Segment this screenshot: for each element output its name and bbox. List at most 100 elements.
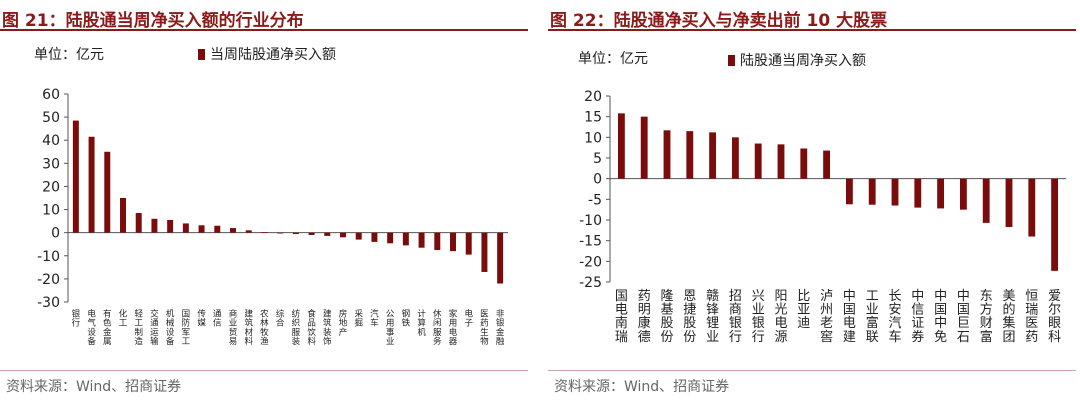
legend: 陆股通当周净买入额 bbox=[728, 50, 866, 70]
bar bbox=[402, 232, 409, 246]
bar bbox=[1028, 178, 1036, 237]
bar bbox=[497, 232, 504, 284]
bar bbox=[88, 136, 95, 233]
source-note: 资料来源：Wind、招商证券 bbox=[554, 379, 730, 395]
y-tick-label: 15 bbox=[584, 110, 602, 126]
y-tick-label: -20 bbox=[37, 272, 60, 288]
y-tick-label: 20 bbox=[42, 179, 60, 195]
category-label: 轻工制造 bbox=[134, 309, 143, 348]
bar bbox=[292, 232, 299, 235]
legend-swatch bbox=[728, 55, 735, 66]
bar bbox=[387, 232, 394, 244]
bar bbox=[845, 178, 853, 205]
bar bbox=[135, 213, 142, 233]
y-tick-label: 60 bbox=[42, 87, 60, 103]
bar bbox=[308, 232, 315, 235]
y-tick-label: -5 bbox=[588, 192, 602, 208]
bar bbox=[823, 150, 831, 179]
category-label: 招商银行 bbox=[729, 289, 742, 345]
y-tick-label: 5 bbox=[593, 151, 602, 167]
bar bbox=[182, 223, 189, 233]
source-divider bbox=[548, 370, 1076, 371]
bar bbox=[663, 130, 671, 179]
category-label: 长安汽车 bbox=[888, 289, 901, 345]
source-divider bbox=[0, 370, 528, 371]
category-label: 赣锋锂业 bbox=[706, 289, 719, 345]
category-label: 电子 bbox=[464, 309, 473, 329]
bar bbox=[709, 132, 717, 179]
category-label: 隆基股份 bbox=[660, 289, 673, 345]
bar bbox=[1005, 178, 1013, 228]
bar bbox=[245, 230, 252, 233]
category-label: 钢铁 bbox=[402, 309, 411, 329]
category-label: 商业贸易 bbox=[229, 309, 238, 348]
bar bbox=[686, 131, 694, 179]
category-label: 爱尔眼科 bbox=[1048, 289, 1061, 345]
bar bbox=[640, 116, 648, 179]
bar bbox=[418, 232, 425, 248]
category-label: 综合 bbox=[276, 309, 285, 329]
y-tick-label: -10 bbox=[37, 249, 60, 265]
bar bbox=[465, 232, 472, 255]
y-tick-label: 40 bbox=[42, 133, 60, 149]
unit-label: 单位：亿元 bbox=[578, 51, 648, 67]
category-label: 机械设备 bbox=[166, 309, 175, 348]
bar bbox=[198, 225, 205, 233]
bar bbox=[214, 225, 221, 233]
bar bbox=[777, 144, 785, 179]
y-tick-label: 50 bbox=[42, 110, 60, 126]
title-divider bbox=[0, 29, 528, 31]
y-tick-label: 30 bbox=[42, 156, 60, 172]
bar bbox=[324, 232, 331, 236]
y-tick-label: -25 bbox=[579, 275, 602, 291]
unit-label: 单位：亿元 bbox=[34, 47, 104, 63]
category-label: 中国电建 bbox=[843, 289, 856, 345]
bar bbox=[104, 151, 111, 233]
category-label: 采掘 bbox=[354, 309, 363, 329]
category-label: 中信证券 bbox=[911, 289, 924, 345]
y-tick-label: 20 bbox=[584, 89, 602, 105]
y-tick-label: 0 bbox=[593, 172, 602, 188]
category-label: 建筑装饰 bbox=[323, 309, 332, 348]
figure-title: 图 22：陆股通净买入与净卖出前 10 大股票 bbox=[550, 11, 888, 31]
bar bbox=[937, 178, 945, 209]
category-label: 交通运输 bbox=[150, 309, 159, 348]
bar bbox=[230, 228, 236, 233]
source-note: 资料来源：Wind、招商证券 bbox=[6, 379, 182, 395]
y-tick-label: 10 bbox=[42, 203, 60, 219]
category-label: 医药生物 bbox=[480, 310, 489, 348]
bar bbox=[261, 232, 268, 234]
category-label: 传媒 bbox=[197, 309, 206, 329]
category-label: 休闲服务 bbox=[433, 309, 442, 348]
bar bbox=[167, 219, 174, 233]
bar bbox=[800, 148, 808, 179]
category-label: 电气设备 bbox=[87, 309, 96, 348]
category-label: 化工 bbox=[119, 309, 128, 329]
category-label: 农林牧渔 bbox=[260, 309, 269, 348]
bar bbox=[754, 143, 762, 179]
y-tick-label: 10 bbox=[584, 130, 602, 146]
category-label: 有色金属 bbox=[103, 309, 112, 348]
category-label: 阳光电源 bbox=[774, 289, 787, 345]
bar-chart-left: -30 -20 -10 0 10 20 30 40 50 60 银行电气设备有色金属化工轻工制造交通… bbox=[37, 87, 508, 348]
title-divider bbox=[548, 29, 1076, 31]
left-chart-panel: 图 21：陆股通当周净买入额的行业分布 单位：亿元 当周陆股通净买入额 -30-… bbox=[0, 0, 532, 401]
bar bbox=[891, 178, 899, 206]
category-label: 通信 bbox=[213, 309, 222, 329]
bar-chart-right: -25 -20 -15 -10 -5 0 5 10 15 20 国电南瑞药明康德隆基股份恩捷股份赣锋… bbox=[579, 89, 1066, 345]
right-chart-panel: 图 22：陆股通净买入与净卖出前 10 大股票 单位：亿元 陆股通当周净买入额 … bbox=[548, 0, 1080, 401]
bar bbox=[151, 218, 158, 233]
bar bbox=[982, 178, 990, 223]
bar bbox=[277, 232, 284, 234]
category-label: 国电南瑞 bbox=[615, 289, 628, 345]
category-label: 银行 bbox=[72, 309, 81, 329]
category-label: 药明康德 bbox=[638, 289, 651, 345]
legend-swatch bbox=[198, 49, 205, 60]
category-label: 泸州老窖 bbox=[820, 289, 833, 345]
category-label: 东方财富 bbox=[980, 289, 993, 345]
bar bbox=[371, 232, 378, 242]
category-label: 家用电器 bbox=[449, 309, 458, 348]
category-label: 恒瑞医药 bbox=[1025, 289, 1038, 345]
bar bbox=[340, 232, 346, 238]
category-label: 食品饮料 bbox=[307, 309, 316, 348]
